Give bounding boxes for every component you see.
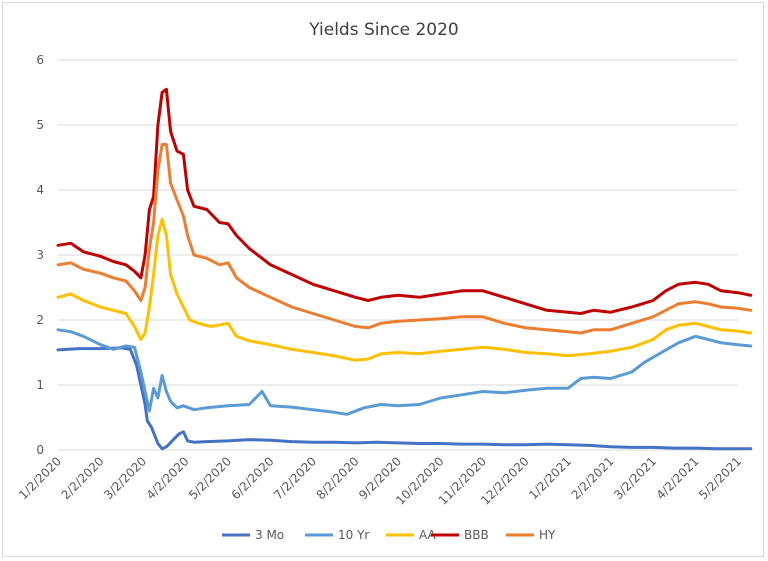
legend-label: HY <box>539 528 556 542</box>
series-line-3-mo <box>56 346 753 451</box>
legend-label: BBB <box>464 528 489 542</box>
x-tick-label: 1/2/2020 <box>16 454 64 502</box>
series-lines <box>56 87 753 451</box>
gridlines <box>58 59 738 451</box>
legend-label: AA <box>419 528 437 542</box>
y-tick-label: 6 <box>36 53 44 67</box>
x-axis-ticks: 1/2/20202/2/20203/2/20204/2/20205/2/2020… <box>16 454 744 507</box>
x-tick-label: 2/2/2020 <box>59 454 107 502</box>
x-tick-label: 8/2/2020 <box>314 454 362 502</box>
series-line-10-yr <box>56 328 753 416</box>
legend-label: 3 Mo <box>255 528 284 542</box>
series-line-hy <box>56 143 753 335</box>
x-tick-label: 4/2/2021 <box>654 454 702 502</box>
x-tick-label: 4/2/2020 <box>144 454 192 502</box>
x-tick-label: 2/2/2021 <box>569 454 617 502</box>
x-tick-label: 7/2/2020 <box>271 454 319 502</box>
y-tick-label: 3 <box>36 248 44 262</box>
chart-title: Yields Since 2020 <box>308 20 459 40</box>
legend-label: 10 Yr <box>338 528 369 542</box>
y-tick-label: 4 <box>36 183 44 197</box>
y-tick-label: 0 <box>36 443 44 457</box>
y-tick-label: 2 <box>36 313 44 327</box>
series-line-aa <box>56 217 753 362</box>
y-tick-label: 1 <box>36 378 44 392</box>
x-tick-label: 3/2/2020 <box>101 454 149 502</box>
x-tick-label: 1/2/2021 <box>526 454 574 502</box>
y-tick-label: 5 <box>36 118 44 132</box>
x-tick-label: 3/2/2021 <box>611 454 659 502</box>
x-tick-label: 5/2/2020 <box>186 454 234 502</box>
legend: 3 Mo 10 Yr AA BBB HY <box>222 528 556 542</box>
x-tick-label: 5/2/2021 <box>696 454 744 502</box>
x-tick-label: 6/2/2020 <box>229 454 277 502</box>
y-axis-ticks: 0 1 2 3 4 5 6 <box>36 53 44 457</box>
series-line-bbb <box>56 87 753 315</box>
